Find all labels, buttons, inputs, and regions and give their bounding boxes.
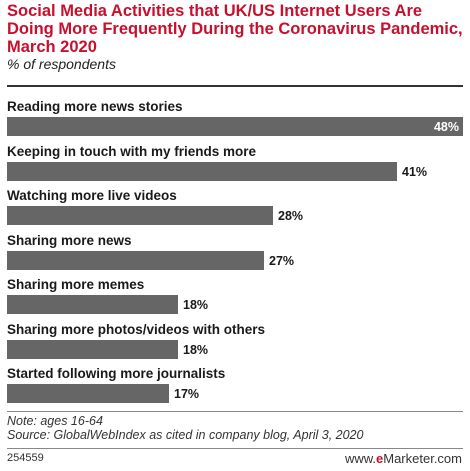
- value-label: 48%: [434, 120, 459, 134]
- chart-title: Social Media Activities that UK/US Inter…: [7, 2, 463, 56]
- brand-prefix: www.: [344, 451, 377, 466]
- bar: [7, 206, 273, 225]
- chart-note: Note: ages 16-64: [7, 414, 103, 428]
- brand-link[interactable]: www.eMarketer.com: [345, 451, 462, 466]
- chart-subtitle: % of respondents: [7, 56, 116, 72]
- footer-divider: [7, 448, 463, 449]
- chart-source: Source: GlobalWebIndex as cited in compa…: [7, 428, 364, 442]
- category-label: Sharing more photos/videos with others: [7, 322, 265, 337]
- category-label: Sharing more memes: [7, 277, 144, 292]
- value-label: 41%: [402, 165, 427, 179]
- value-label: 28%: [278, 209, 303, 223]
- category-label: Sharing more news: [7, 233, 132, 248]
- chart-id: 254559: [7, 452, 44, 464]
- category-label: Keeping in touch with my friends more: [7, 144, 257, 159]
- bar: [7, 340, 178, 359]
- value-label: 18%: [183, 298, 208, 312]
- bar: [7, 295, 178, 314]
- category-label: Started following more journalists: [7, 366, 225, 381]
- value-label: 17%: [174, 387, 199, 401]
- brand-e: e: [376, 451, 384, 466]
- brand-suffix: Marketer.com: [383, 451, 462, 466]
- bar: [7, 251, 264, 270]
- category-label: Watching more live videos: [7, 188, 177, 203]
- value-label: 27%: [269, 254, 294, 268]
- value-label: 18%: [183, 343, 208, 357]
- bar: [7, 162, 397, 181]
- top-divider: [7, 85, 463, 87]
- bottom-divider: [7, 411, 463, 412]
- category-label: Reading more news stories: [7, 99, 183, 114]
- bar: [7, 117, 463, 136]
- bar: [7, 384, 169, 403]
